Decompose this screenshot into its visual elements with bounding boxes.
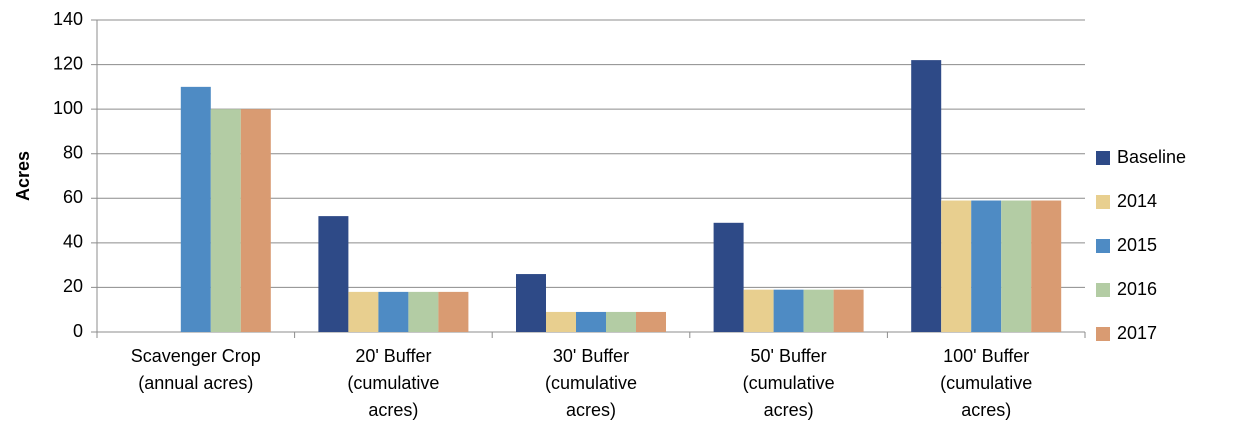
legend-swatch	[1096, 327, 1110, 341]
bar	[833, 289, 864, 332]
bar	[348, 291, 379, 332]
x-tick-label: 50' Buffer (cumulative acres)	[743, 346, 835, 420]
bar	[378, 291, 409, 332]
bar	[210, 109, 241, 333]
bar	[941, 200, 972, 332]
legend-label: 2016	[1117, 279, 1157, 299]
legend-swatch	[1096, 151, 1110, 165]
x-tick-label: 100' Buffer (cumulative acres)	[940, 346, 1032, 420]
bar	[971, 200, 1002, 332]
bar	[606, 311, 636, 332]
x-tick-label: Scavenger Crop (annual acres)	[131, 346, 261, 393]
y-axis-label: Acres	[13, 151, 33, 201]
bar	[516, 274, 546, 332]
x-tick-label: 20' Buffer (cumulative acres)	[347, 346, 439, 420]
legend-label: 2015	[1117, 235, 1157, 255]
y-tick-label: 80	[63, 142, 83, 162]
legend-swatch	[1096, 283, 1110, 297]
bar	[318, 216, 349, 332]
bar	[408, 291, 439, 332]
y-tick-label: 100	[53, 98, 83, 118]
bar	[438, 291, 469, 332]
bar	[180, 86, 211, 332]
x-tick-label: 30' Buffer (cumulative acres)	[545, 346, 637, 420]
legend-label: 2014	[1117, 191, 1157, 211]
bar	[743, 289, 774, 332]
bar	[713, 222, 744, 332]
bar	[1001, 200, 1032, 332]
bar	[773, 289, 804, 332]
bar	[803, 289, 834, 332]
bar	[911, 60, 942, 332]
y-tick-label: 120	[53, 53, 83, 73]
y-tick-label: 40	[63, 232, 83, 252]
bar	[576, 311, 606, 332]
legend-swatch	[1096, 195, 1110, 209]
legend-label: Baseline	[1117, 147, 1186, 167]
bar	[240, 109, 271, 333]
legend-label: 2017	[1117, 323, 1157, 343]
y-tick-label: 20	[63, 276, 83, 296]
legend-swatch	[1096, 239, 1110, 253]
bar	[546, 311, 576, 332]
y-tick-label: 0	[73, 321, 83, 341]
y-tick-label: 60	[63, 187, 83, 207]
y-tick-label: 140	[53, 9, 83, 29]
bar	[1031, 200, 1062, 332]
bar	[636, 311, 666, 332]
